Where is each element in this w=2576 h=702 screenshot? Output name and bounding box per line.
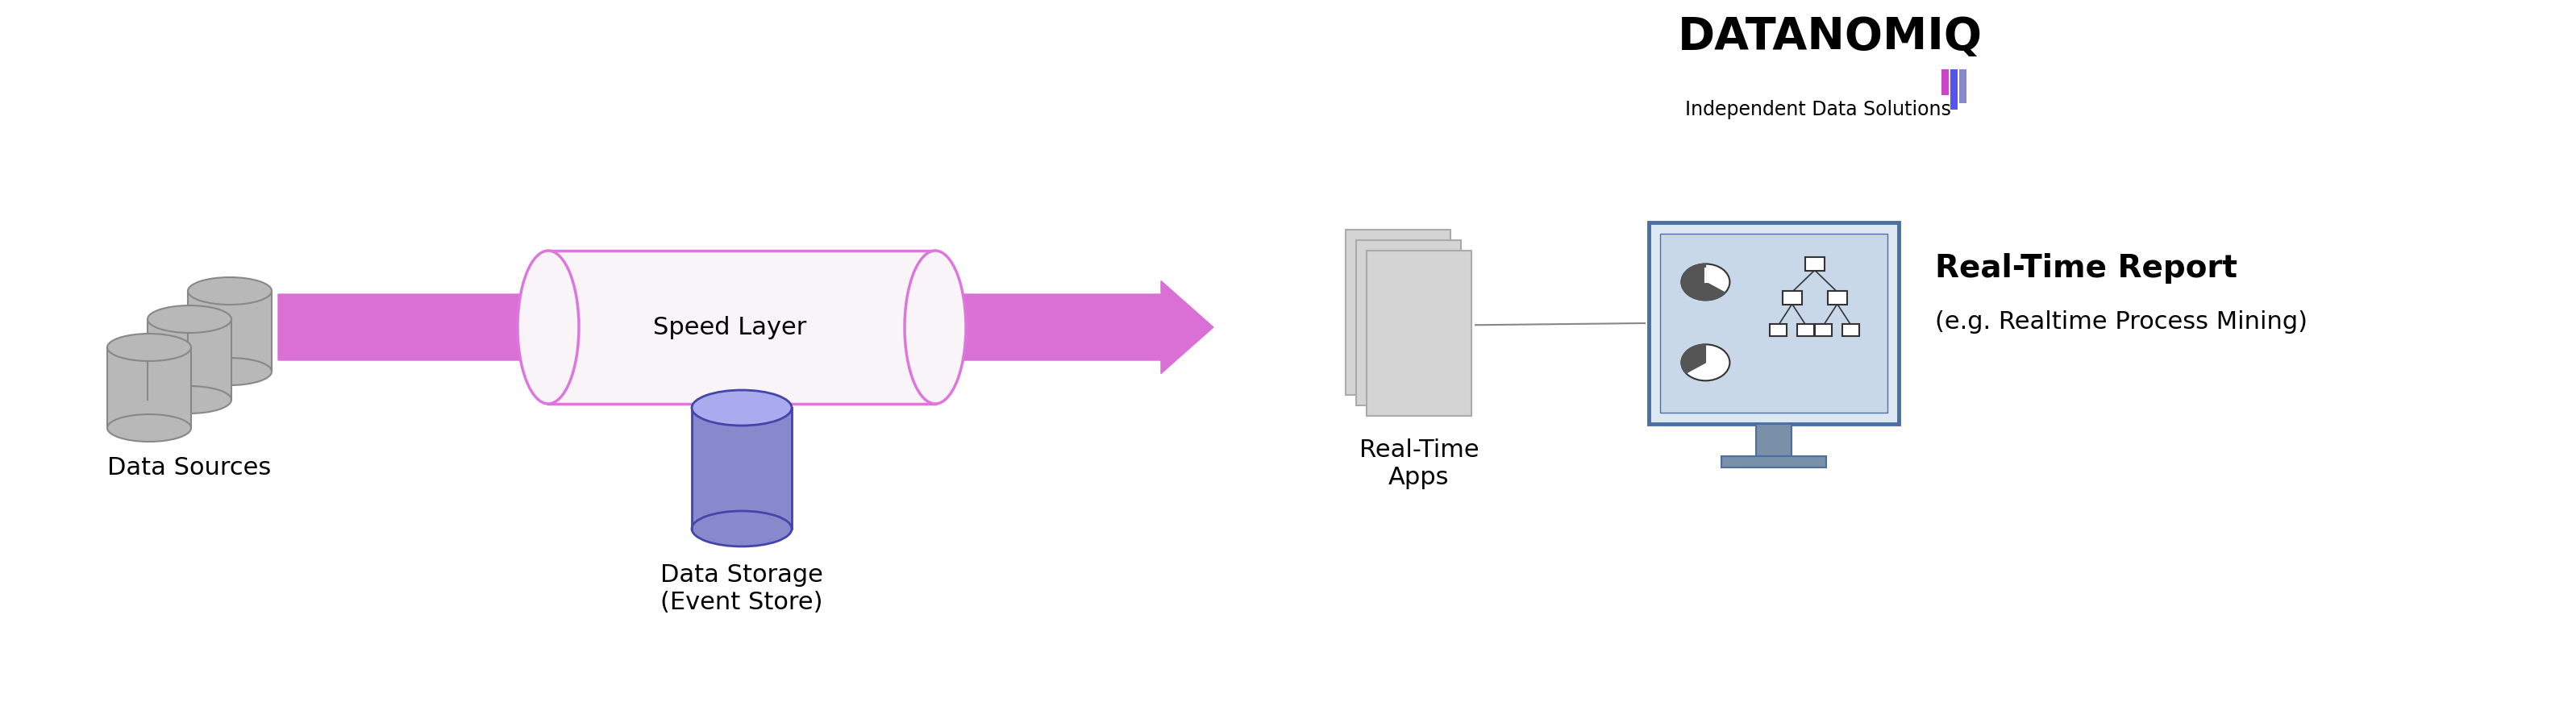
- FancyBboxPatch shape: [1783, 291, 1801, 305]
- Ellipse shape: [147, 386, 232, 413]
- Text: Speed Layer: Speed Layer: [652, 315, 806, 339]
- FancyBboxPatch shape: [1355, 240, 1461, 405]
- Ellipse shape: [518, 251, 580, 404]
- FancyBboxPatch shape: [549, 251, 935, 404]
- FancyBboxPatch shape: [1368, 251, 1471, 416]
- FancyBboxPatch shape: [1770, 324, 1788, 336]
- Text: (e.g. Realtime Process Mining): (e.g. Realtime Process Mining): [1935, 310, 2308, 333]
- Text: Real-Time Report: Real-Time Report: [1935, 253, 2239, 284]
- FancyBboxPatch shape: [1950, 69, 1958, 110]
- Ellipse shape: [904, 251, 966, 404]
- FancyBboxPatch shape: [1806, 258, 1824, 271]
- FancyBboxPatch shape: [1649, 223, 1899, 424]
- Ellipse shape: [1682, 345, 1728, 380]
- Text: Independent Data Solutions: Independent Data Solutions: [1685, 100, 1950, 119]
- Text: Data Sources: Data Sources: [108, 456, 270, 479]
- Ellipse shape: [108, 333, 191, 361]
- FancyBboxPatch shape: [1345, 230, 1450, 395]
- FancyBboxPatch shape: [108, 347, 191, 428]
- Text: Real-Time
Apps: Real-Time Apps: [1360, 439, 1479, 489]
- FancyBboxPatch shape: [1659, 234, 1888, 413]
- Text: DATANOMIQ: DATANOMIQ: [1677, 15, 1984, 59]
- FancyBboxPatch shape: [1757, 424, 1790, 458]
- Polygon shape: [1682, 345, 1705, 373]
- FancyBboxPatch shape: [1826, 291, 1847, 305]
- FancyBboxPatch shape: [1842, 324, 1860, 336]
- Ellipse shape: [693, 390, 791, 425]
- FancyBboxPatch shape: [693, 408, 791, 529]
- Ellipse shape: [693, 511, 791, 546]
- Ellipse shape: [108, 414, 191, 442]
- Text: Data Storage
(Event Store): Data Storage (Event Store): [659, 564, 824, 614]
- FancyBboxPatch shape: [188, 291, 270, 371]
- Ellipse shape: [188, 358, 270, 385]
- Ellipse shape: [1682, 264, 1728, 300]
- FancyBboxPatch shape: [147, 319, 232, 399]
- FancyBboxPatch shape: [1721, 456, 1826, 468]
- Ellipse shape: [188, 277, 270, 305]
- FancyBboxPatch shape: [1798, 324, 1814, 336]
- FancyBboxPatch shape: [1816, 324, 1832, 336]
- Ellipse shape: [147, 305, 232, 333]
- FancyArrow shape: [278, 281, 1213, 373]
- FancyBboxPatch shape: [1958, 69, 1965, 103]
- FancyBboxPatch shape: [1942, 69, 1947, 95]
- Polygon shape: [1682, 264, 1726, 300]
